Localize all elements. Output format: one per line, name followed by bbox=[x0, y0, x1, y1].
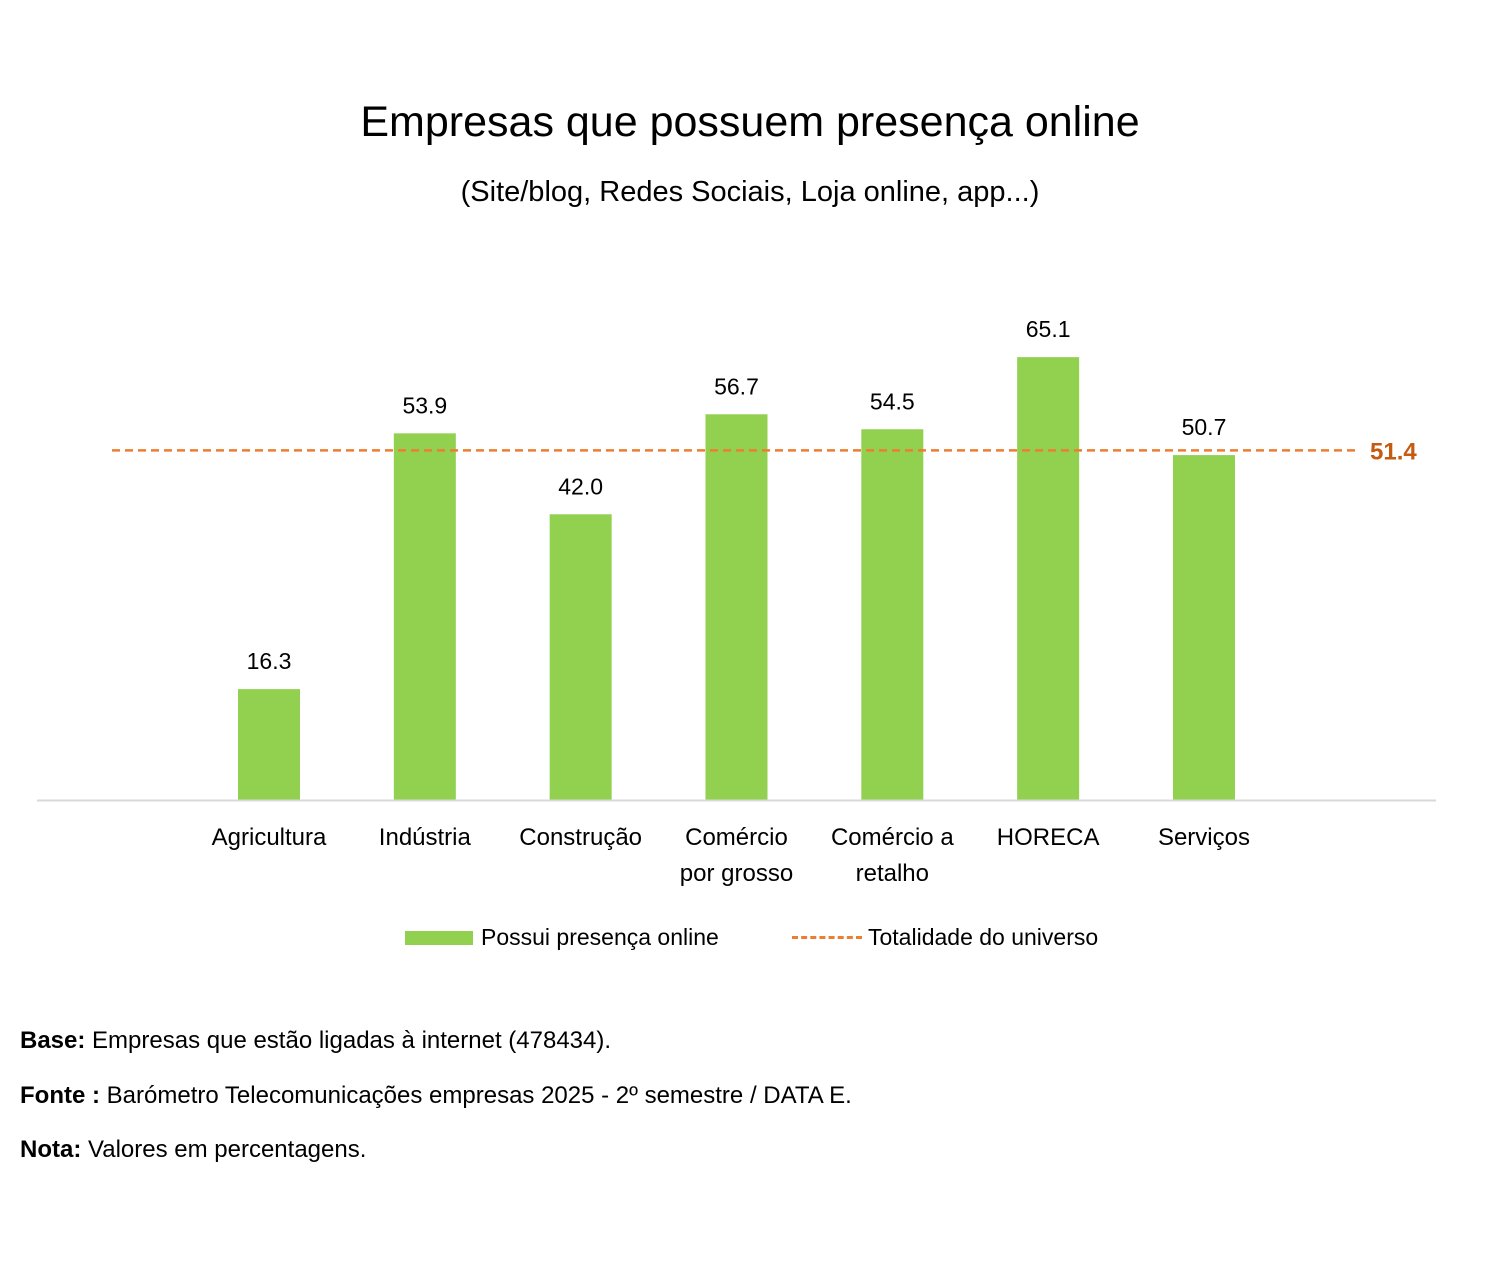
note-nota: Nota: Valores em percentagens. bbox=[20, 1136, 366, 1164]
bar-6 bbox=[1172, 455, 1235, 800]
reference-line-label: 51.4 bbox=[1370, 438, 1417, 465]
note-nota-text: Valores em percentagens. bbox=[81, 1136, 367, 1163]
category-label-3-line-0: Comércio bbox=[685, 824, 788, 851]
legend-label-bars: Possui presença online bbox=[481, 924, 719, 950]
category-label-6: Serviços bbox=[1158, 824, 1250, 851]
data-label-5: 65.1 bbox=[1026, 316, 1071, 342]
legend-swatch-bar bbox=[405, 930, 473, 945]
legend-item-line: Totalidade do universo bbox=[792, 924, 1098, 951]
bar-2 bbox=[549, 514, 612, 800]
legend-label-line: Totalidade do universo bbox=[868, 924, 1099, 950]
note-base: Base: Empresas que estão ligadas à inter… bbox=[20, 1027, 611, 1055]
legend: Possui presença online Totalidade do uni… bbox=[0, 924, 1500, 956]
category-label-4-line-0: Comércio a bbox=[831, 824, 954, 851]
note-fonte-key: Fonte : bbox=[20, 1082, 100, 1109]
bar-4 bbox=[861, 429, 924, 800]
note-nota-key: Nota: bbox=[20, 1136, 82, 1163]
category-label-4-line-1: retalho bbox=[856, 860, 929, 887]
note-fonte: Fonte : Barómetro Telecomunicações empre… bbox=[20, 1082, 852, 1110]
bar-1 bbox=[393, 433, 456, 800]
category-label-2: Construção bbox=[519, 824, 642, 851]
data-label-6: 50.7 bbox=[1182, 414, 1227, 440]
data-label-0: 16.3 bbox=[247, 648, 292, 674]
legend-item-bars: Possui presença online bbox=[405, 924, 719, 951]
category-label-1: Indústria bbox=[379, 824, 472, 851]
category-label-5: HORECA bbox=[997, 824, 1100, 851]
chart-subtitle: (Site/blog, Redes Sociais, Loja online, … bbox=[460, 176, 1040, 208]
note-base-key: Base: bbox=[20, 1027, 86, 1054]
data-label-4: 54.5 bbox=[870, 388, 915, 414]
note-fonte-text: Barómetro Telecomunicações empresas 2025… bbox=[99, 1082, 852, 1109]
data-label-1: 53.9 bbox=[402, 392, 447, 418]
bar-0 bbox=[238, 689, 300, 800]
legend-swatch-line bbox=[792, 936, 862, 939]
note-base-text: Empresas que estão ligadas à internet (4… bbox=[85, 1027, 612, 1054]
bar-3 bbox=[705, 414, 768, 800]
chart-title: Empresas que possuem presença online bbox=[360, 98, 1140, 146]
data-label-3: 56.7 bbox=[714, 373, 759, 399]
category-label-3-line-1: por grosso bbox=[680, 860, 793, 887]
bar-5 bbox=[1017, 357, 1080, 800]
data-label-2: 42.0 bbox=[558, 473, 603, 499]
category-label-0: Agricultura bbox=[212, 824, 327, 851]
